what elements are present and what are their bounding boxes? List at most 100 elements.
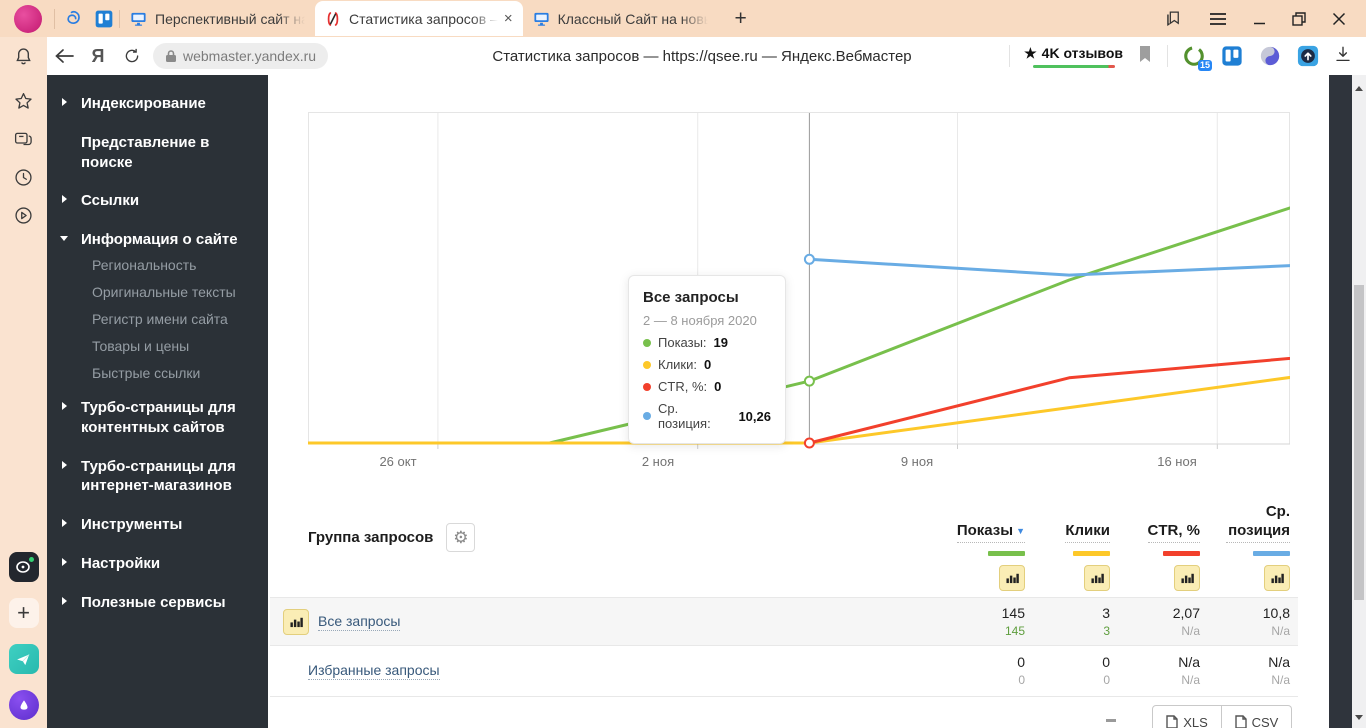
file-icon bbox=[1234, 715, 1247, 728]
sidebar-sub-original-texts[interactable]: Оригинальные тексты bbox=[92, 283, 236, 300]
tab-title: Классный Сайт на новых bbox=[557, 10, 708, 27]
scrollbar[interactable] bbox=[1352, 75, 1366, 728]
divider bbox=[119, 9, 120, 28]
red-dot-icon bbox=[643, 382, 651, 391]
tooltip-row-ctr: CTR, %: 0 bbox=[643, 379, 771, 394]
gear-icon[interactable]: ⚙ bbox=[446, 523, 476, 552]
favorites-star-icon[interactable] bbox=[13, 90, 35, 112]
sidebar-item-tools[interactable]: Инструменты bbox=[59, 515, 258, 535]
scroll-down-arrow-icon[interactable] bbox=[1352, 710, 1366, 724]
yandex-search-icon[interactable]: Я bbox=[91, 45, 105, 66]
tab-close-icon[interactable]: × bbox=[503, 10, 513, 27]
bookmarks-panel-icon[interactable] bbox=[1164, 9, 1183, 28]
bookmark-flag-icon[interactable] bbox=[1137, 45, 1153, 68]
export-buttons: XLS CSV bbox=[1152, 705, 1292, 728]
sidebar-item-turbo-shops[interactable]: Турбо-страницы для интернет-магазинов bbox=[59, 457, 258, 497]
tabs-panel-icon[interactable] bbox=[13, 128, 35, 150]
alice-assistant-icon[interactable] bbox=[8, 690, 39, 720]
tooltip-row-clicks: Клики: 0 bbox=[643, 357, 771, 372]
favorite-queries-link[interactable]: Избранные запросы bbox=[308, 662, 440, 680]
close-window-icon[interactable] bbox=[1332, 12, 1346, 26]
tab-statistika-zaprosov[interactable]: Статистика запросов – × bbox=[315, 1, 523, 36]
site-reviews-widget[interactable]: ★ 4K отзывов bbox=[1024, 45, 1123, 68]
column-position-sort[interactable]: Ср. позиция bbox=[1226, 503, 1290, 543]
trello-pinned-tab-icon[interactable] bbox=[89, 4, 119, 34]
site-favicon bbox=[533, 10, 550, 27]
extension-trello-icon[interactable] bbox=[1220, 44, 1244, 68]
add-panel-item-icon[interactable]: + bbox=[8, 598, 39, 628]
history-clock-icon[interactable] bbox=[13, 166, 35, 188]
new-tab-button[interactable]: + bbox=[734, 6, 747, 30]
x-axis-tick: 26 окт bbox=[379, 454, 417, 469]
restore-window-icon[interactable] bbox=[1292, 11, 1306, 26]
column-clicks: Клики bbox=[1025, 503, 1110, 591]
tooltip-row-position: Ср. позиция: 10,26 bbox=[643, 401, 771, 431]
sidebar-item-useful-services[interactable]: Полезные сервисы bbox=[59, 593, 258, 613]
extension-badge: 15 bbox=[1197, 60, 1212, 71]
sidebar-item-links[interactable]: Ссылки bbox=[59, 191, 258, 211]
shows-chart-toggle-button[interactable] bbox=[999, 564, 1025, 591]
collections-pin-icon[interactable] bbox=[59, 4, 89, 34]
sidebar-sub-quick-links[interactable]: Быстрые ссылки bbox=[92, 364, 201, 381]
x-axis-tick: 16 ноя bbox=[1157, 454, 1197, 469]
divider bbox=[54, 8, 55, 29]
extension-vpn-icon[interactable] bbox=[1296, 44, 1320, 68]
chevron-down-icon bbox=[60, 236, 68, 242]
column-ctr-sort[interactable]: CTR, % bbox=[1147, 522, 1200, 543]
column-shows: Показы ▼ bbox=[940, 503, 1025, 591]
tab-perspektivny-sait[interactable]: Перспективный сайт на с bbox=[120, 2, 315, 36]
profile-avatar[interactable] bbox=[14, 4, 42, 33]
export-xls-button[interactable]: XLS bbox=[1152, 705, 1222, 728]
sidebar-item-search-appearance[interactable]: Представление в поиске bbox=[81, 133, 210, 171]
scrollbar-thumb[interactable] bbox=[1354, 285, 1364, 600]
scroll-up-arrow-icon[interactable] bbox=[1352, 81, 1366, 95]
sidebar-item-indexing[interactable]: Индексирование bbox=[59, 94, 258, 114]
cell-ctr: 2,07 N/a bbox=[1172, 604, 1200, 638]
sidebar-sub-goods-prices[interactable]: Товары и цены bbox=[92, 337, 190, 354]
metrics-line-chart[interactable] bbox=[308, 112, 1290, 452]
sidebar-item-settings[interactable]: Настройки bbox=[59, 554, 258, 574]
ctr-chart-toggle-button[interactable] bbox=[1174, 564, 1200, 591]
chevron-right-icon bbox=[62, 460, 67, 469]
sidebar-sub-regionality[interactable]: Региональность bbox=[92, 256, 197, 273]
sidebar-item-turbo-content[interactable]: Турбо-страницы для контентных сайтов bbox=[59, 398, 258, 438]
address-bar[interactable]: webmaster.yandex.ru bbox=[153, 43, 329, 69]
screen-capture-icon[interactable] bbox=[8, 552, 39, 582]
extension-swirl-icon[interactable] bbox=[1258, 44, 1282, 68]
tab-klassny-sait[interactable]: Классный Сайт на новых bbox=[523, 2, 718, 36]
site-favicon bbox=[130, 10, 147, 27]
refresh-button[interactable] bbox=[115, 41, 149, 71]
sidebar-item-site-info[interactable]: Информация о сайте bbox=[59, 230, 258, 250]
messenger-icon[interactable] bbox=[8, 644, 39, 674]
downloads-icon[interactable] bbox=[1334, 45, 1352, 68]
column-shows-sort[interactable]: Показы ▼ bbox=[956, 522, 1025, 543]
back-button[interactable] bbox=[47, 41, 81, 71]
blue-dot-icon bbox=[643, 412, 651, 420]
clicks-chart-toggle-button[interactable] bbox=[1084, 564, 1110, 591]
clicks-color-bar bbox=[1073, 550, 1110, 556]
video-play-icon[interactable] bbox=[13, 204, 35, 226]
clipped-control bbox=[1106, 719, 1116, 722]
notifications-bell-icon[interactable] bbox=[13, 45, 35, 67]
minimize-window-icon[interactable] bbox=[1253, 12, 1266, 25]
position-chart-toggle-button[interactable] bbox=[1264, 564, 1290, 591]
page-title: Статистика запросов — https://qsee.ru — … bbox=[492, 47, 912, 65]
tooltip-title: Все запросы bbox=[643, 289, 739, 306]
all-queries-link[interactable]: Все запросы bbox=[318, 612, 401, 631]
site-info-submenu: Региональность Оригинальные тексты Регис… bbox=[59, 257, 258, 381]
extension-rds-icon[interactable]: 15 bbox=[1182, 44, 1212, 71]
export-csv-button[interactable]: CSV bbox=[1222, 705, 1292, 728]
browser-side-panel: + bbox=[0, 75, 47, 728]
column-clicks-sort[interactable]: Клики bbox=[1065, 522, 1110, 543]
star-icon: ★ bbox=[1024, 44, 1037, 61]
browser-menu-icon[interactable] bbox=[1209, 12, 1227, 26]
row-chart-toggle-button[interactable] bbox=[283, 608, 309, 635]
sidebar-sub-site-name-case[interactable]: Регистр имени сайта bbox=[92, 310, 228, 327]
cell-ctr: N/a N/a bbox=[1178, 654, 1200, 688]
